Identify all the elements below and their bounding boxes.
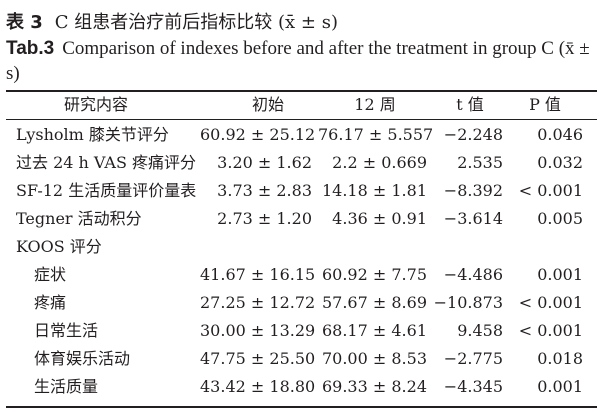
row-t-value: −4.345 — [443, 377, 503, 396]
row-item: Lysholm 膝关节评分 — [16, 125, 169, 144]
row-item: 疼痛 — [34, 293, 67, 312]
row-after: 2.2 ± 0.669 — [332, 153, 427, 172]
row-after: 68.17 ± 4.61 — [321, 321, 427, 340]
row-item: KOOS 评分 — [16, 237, 102, 256]
row-item: SF-12 生活质量评价量表 — [16, 181, 197, 200]
table-row: Lysholm 膝关节评分 60.92 ± 25.12 76.17 ± 5.55… — [0, 121, 601, 149]
row-t-value — [430, 233, 503, 261]
table-row: 生活质量 43.42 ± 18.80 69.33 ± 8.24 −4.345 0… — [0, 373, 601, 401]
row-after: 14.18 ± 1.81 — [321, 181, 427, 200]
row-t-value: −3.614 — [443, 209, 503, 228]
row-before: 47.75 ± 25.50 — [200, 349, 316, 368]
row-p-value: 0.001 — [537, 265, 583, 284]
table-header-row: 研究内容 初始 12 周 t 值 P 值 — [0, 91, 601, 119]
row-t-value: 2.535 — [457, 153, 503, 172]
row-before: 27.25 ± 12.72 — [200, 293, 316, 312]
table-row: 日常生活 30.00 ± 13.29 68.17 ± 4.61 9.458 < … — [0, 317, 601, 345]
row-after: 57.67 ± 8.69 — [321, 293, 427, 312]
row-p-value: 0.001 — [537, 377, 583, 396]
table-row: 疼痛 27.25 ± 12.72 57.67 ± 8.69 −10.873 < … — [0, 289, 601, 317]
header-t-value: t 值 — [456, 95, 484, 114]
row-item: 症状 — [34, 265, 67, 284]
table-row: Tegner 活动积分 2.73 ± 1.20 4.36 ± 0.91 −3.6… — [0, 205, 601, 233]
row-item: Tegner 活动积分 — [16, 209, 142, 228]
row-p-value: < 0.001 — [518, 181, 583, 200]
row-t-value: −10.873 — [433, 293, 503, 312]
row-t-value: −2.775 — [443, 349, 503, 368]
table-number-en: Tab.3 — [6, 38, 55, 59]
row-p-value: 0.018 — [537, 349, 583, 368]
table-bottom-rule — [6, 406, 597, 408]
row-p-value: 0.005 — [537, 209, 583, 228]
row-before — [200, 233, 312, 261]
row-item: 生活质量 — [34, 377, 99, 396]
row-before: 60.92 ± 25.12 — [200, 125, 316, 144]
table-row: SF-12 生活质量评价量表 3.73 ± 2.83 14.18 ± 1.81 … — [0, 177, 601, 205]
row-p-value: < 0.001 — [518, 293, 583, 312]
table-row: 过去 24 h VAS 疼痛评分 3.20 ± 1.62 2.2 ± 0.669… — [0, 149, 601, 177]
table-caption-en: Tab.3 Comparison of indexes before and af… — [6, 36, 596, 86]
row-p-value: < 0.001 — [518, 321, 583, 340]
row-p-value — [508, 233, 583, 261]
row-before: 3.20 ± 1.62 — [217, 153, 312, 172]
header-before: 初始 — [251, 95, 284, 114]
row-t-value: 9.458 — [457, 321, 503, 340]
row-before: 41.67 ± 16.15 — [200, 265, 316, 284]
row-p-value: 0.032 — [537, 153, 583, 172]
table-title-cn: C 组患者治疗前后指标比较 (x̄ ± s) — [54, 12, 338, 33]
row-after — [318, 233, 427, 261]
table-number-cn: 表 3 — [6, 12, 43, 33]
row-after: 70.00 ± 8.53 — [321, 349, 427, 368]
row-before: 30.00 ± 13.29 — [200, 321, 316, 340]
table-row: KOOS 评分 — [0, 233, 601, 261]
row-after: 69.33 ± 8.24 — [321, 377, 427, 396]
row-after: 4.36 ± 0.91 — [332, 209, 427, 228]
table-title-en: Comparison of indexes before and after t… — [6, 38, 590, 84]
row-after: 60.92 ± 7.75 — [321, 265, 427, 284]
table-header-rule — [6, 119, 597, 120]
header-after: 12 周 — [354, 95, 396, 114]
table-caption-cn: 表 3 C 组患者治疗前后指标比较 (x̄ ± s) — [6, 8, 338, 34]
row-after: 76.17 ± 5.557 — [318, 125, 434, 144]
row-item: 过去 24 h VAS 疼痛评分 — [16, 153, 196, 172]
header-item: 研究内容 — [63, 95, 128, 114]
row-before: 3.73 ± 2.83 — [217, 181, 312, 200]
table-top-rule — [6, 90, 597, 92]
table-row: 体育娱乐活动 47.75 ± 25.50 70.00 ± 8.53 −2.775… — [0, 345, 601, 373]
row-t-value: −2.248 — [443, 125, 503, 144]
row-t-value: −8.392 — [443, 181, 503, 200]
row-p-value: 0.046 — [537, 125, 583, 144]
row-before: 2.73 ± 1.20 — [217, 209, 312, 228]
row-t-value: −4.486 — [443, 265, 503, 284]
row-item: 日常生活 — [34, 321, 99, 340]
header-p-value: P 值 — [529, 95, 561, 114]
table-row: 症状 41.67 ± 16.15 60.92 ± 7.75 −4.486 0.0… — [0, 261, 601, 289]
row-item: 体育娱乐活动 — [34, 349, 131, 368]
row-before: 43.42 ± 18.80 — [200, 377, 316, 396]
